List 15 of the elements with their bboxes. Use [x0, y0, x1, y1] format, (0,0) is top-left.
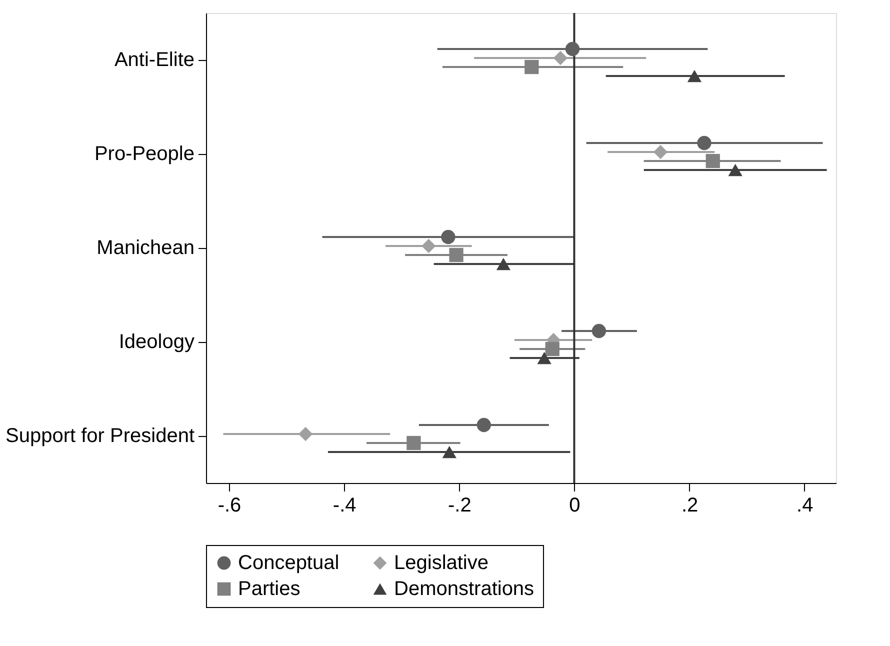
- y-tick-label: Ideology: [118, 331, 194, 353]
- x-tick-label: -.2: [448, 494, 472, 516]
- legend-label: Conceptual: [238, 552, 340, 574]
- y-tick-label: Manichean: [96, 237, 194, 259]
- x-tick-label: -.4: [332, 494, 356, 516]
- y-tick-label: Support for President: [6, 425, 195, 447]
- x-tick-label: -.6: [218, 494, 242, 516]
- x-tick-label: 0: [569, 494, 580, 516]
- legend-label: Parties: [238, 578, 300, 600]
- legend-label: Demonstrations: [394, 578, 534, 600]
- x-tick-label: .2: [681, 494, 698, 516]
- legend-label: Legislative: [394, 552, 489, 574]
- y-tick-label: Anti-Elite: [114, 49, 194, 71]
- y-tick-label: Pro-People: [94, 143, 194, 165]
- x-tick-label: .4: [796, 494, 814, 516]
